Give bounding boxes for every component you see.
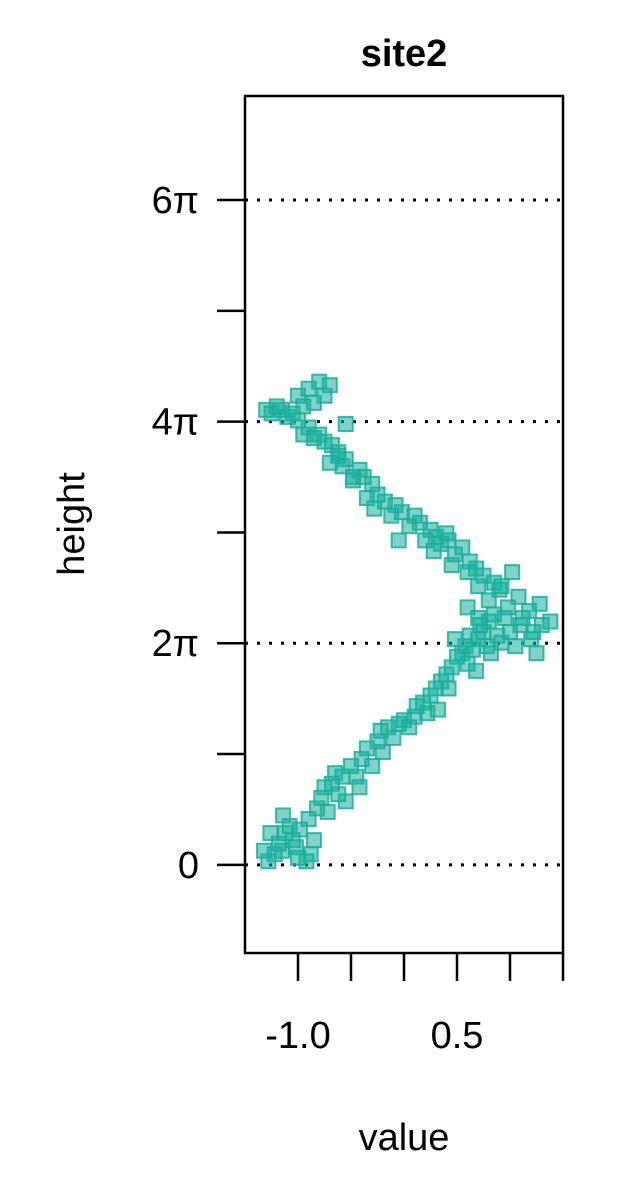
data-point	[493, 578, 510, 595]
data-point	[443, 557, 460, 574]
data-point	[480, 592, 497, 609]
x-axis: -1.0 0.5	[265, 953, 565, 1057]
data-point	[528, 645, 545, 662]
data-point	[470, 609, 487, 626]
data-point	[345, 472, 362, 489]
data-point	[440, 680, 457, 697]
data-point	[351, 779, 368, 796]
data-point	[468, 662, 485, 679]
data-point	[401, 518, 418, 535]
data-point	[364, 758, 381, 775]
data-point	[295, 426, 312, 443]
y-tick-label-2: 4π	[152, 402, 199, 444]
data-point	[302, 846, 319, 863]
data-point	[383, 507, 400, 524]
data-point	[470, 578, 487, 595]
x-tick-label-1: 0.5	[431, 1015, 484, 1057]
data-point	[275, 807, 292, 824]
data-point	[256, 842, 273, 859]
y-tick-label-3: 6π	[152, 180, 199, 222]
data-point	[330, 447, 347, 464]
data-point	[262, 825, 279, 842]
y-tick-label-0: 0	[178, 845, 199, 887]
x-axis-label: value	[359, 1117, 450, 1159]
data-point	[321, 377, 338, 394]
data-point	[390, 532, 407, 549]
data-point	[385, 729, 402, 746]
data-point	[374, 743, 391, 760]
data-point	[525, 624, 542, 641]
data-point	[504, 564, 521, 581]
data-point	[305, 832, 322, 849]
data-point	[459, 564, 476, 581]
data-point	[499, 599, 516, 616]
data-point	[542, 613, 559, 630]
data-point	[337, 793, 354, 810]
data-point	[425, 542, 442, 559]
y-axis-label: height	[51, 472, 93, 576]
y-axis: 0 2π 4π 6π	[152, 180, 245, 887]
data-point	[258, 401, 275, 418]
data-point	[319, 803, 336, 820]
x-tick-label-0: -1.0	[265, 1015, 330, 1057]
data-points	[256, 373, 559, 870]
data-point	[507, 638, 524, 655]
chart-title: site2	[361, 33, 448, 75]
data-point	[337, 415, 354, 432]
y-tick-label-1: 2π	[152, 623, 199, 665]
data-point	[514, 609, 531, 626]
data-point	[287, 839, 304, 856]
data-point	[366, 500, 383, 517]
data-point	[429, 701, 446, 718]
